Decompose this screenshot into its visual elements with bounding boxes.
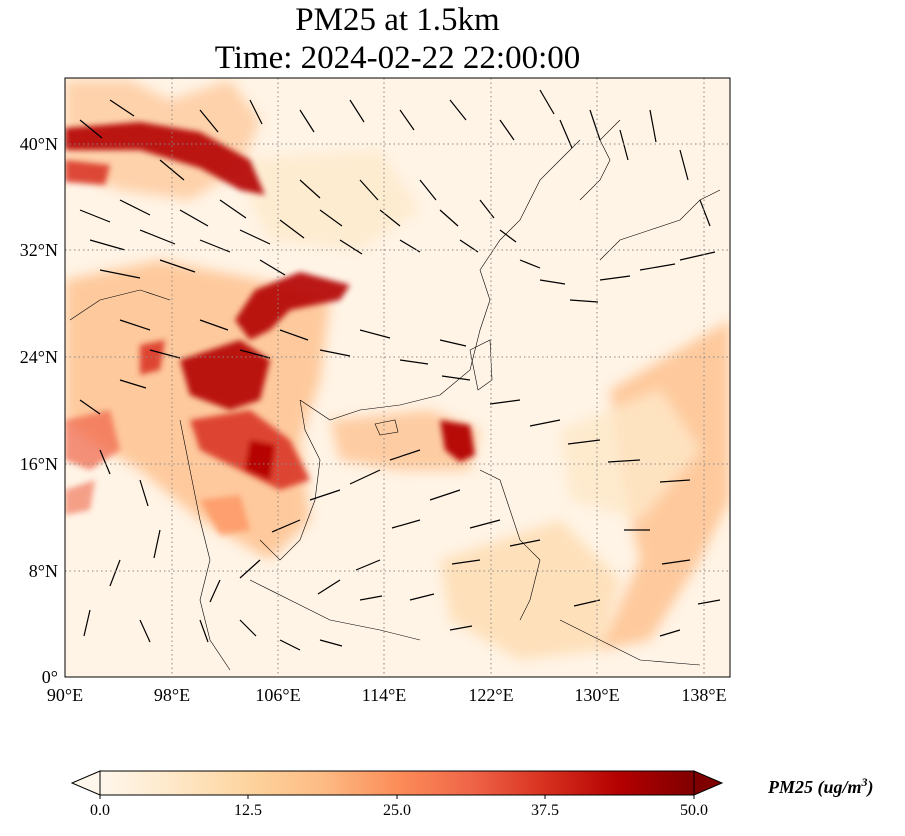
- coastlines: [69, 119, 721, 671]
- lat-tick-label: 16°N: [20, 454, 58, 474]
- lat-tick-labels: 0° 8°N 16°N 24°N 32°N 40°N: [20, 134, 58, 687]
- wind-vectors: [79, 89, 721, 651]
- lon-tick-label: 130°E: [574, 685, 619, 705]
- colorbar-title-exponent: 3: [861, 775, 868, 789]
- lon-tick-label: 90°E: [47, 685, 83, 705]
- colorbar-ticks: [99, 795, 695, 799]
- colorbar-gradient: [99, 770, 695, 796]
- map-frame: [64, 77, 731, 678]
- lat-tick-label: 0°: [42, 667, 58, 687]
- lon-tick-label: 114°E: [362, 685, 407, 705]
- lat-tick-label: 32°N: [20, 240, 58, 260]
- lat-tick-label: 8°N: [29, 561, 58, 581]
- colorbar-title: PM25 (ug/m3): [768, 775, 874, 798]
- lon-tick-labels: 90°E 98°E 106°E 114°E 122°E 130°E 138°E: [47, 685, 727, 705]
- lat-tick-label: 24°N: [20, 347, 58, 367]
- colorbar-tick-label: 0.0: [90, 802, 110, 819]
- colorbar: 0.0 12.5 25.0 37.5 50.0: [70, 770, 724, 819]
- lon-tick-label: 122°E: [468, 685, 513, 705]
- lat-tick-label: 40°N: [20, 134, 58, 154]
- map-gridlines: [65, 78, 730, 677]
- colorbar-tick-label: 50.0: [680, 802, 708, 819]
- colorbar-title-text: PM25 (ug/m: [768, 777, 862, 797]
- map-title-line2: Time: 2024-02-22 22:00:00: [214, 40, 581, 76]
- colorbar-tick-label: 25.0: [383, 802, 411, 819]
- colorbar-title-close: ): [867, 777, 874, 797]
- map-title-line1: PM25 at 1.5km: [295, 2, 500, 38]
- colorbar-tick-label: 37.5: [531, 802, 559, 819]
- map-panel: [65, 78, 730, 677]
- pm25-field: [65, 80, 730, 660]
- colorbar-max-extend: [693, 770, 724, 796]
- lon-tick-label: 138°E: [681, 685, 726, 705]
- colorbar-tick-label: 12.5: [234, 802, 262, 819]
- lon-tick-label: 106°E: [255, 685, 300, 705]
- colorbar-min-extend: [70, 770, 101, 796]
- lon-tick-label: 98°E: [154, 685, 190, 705]
